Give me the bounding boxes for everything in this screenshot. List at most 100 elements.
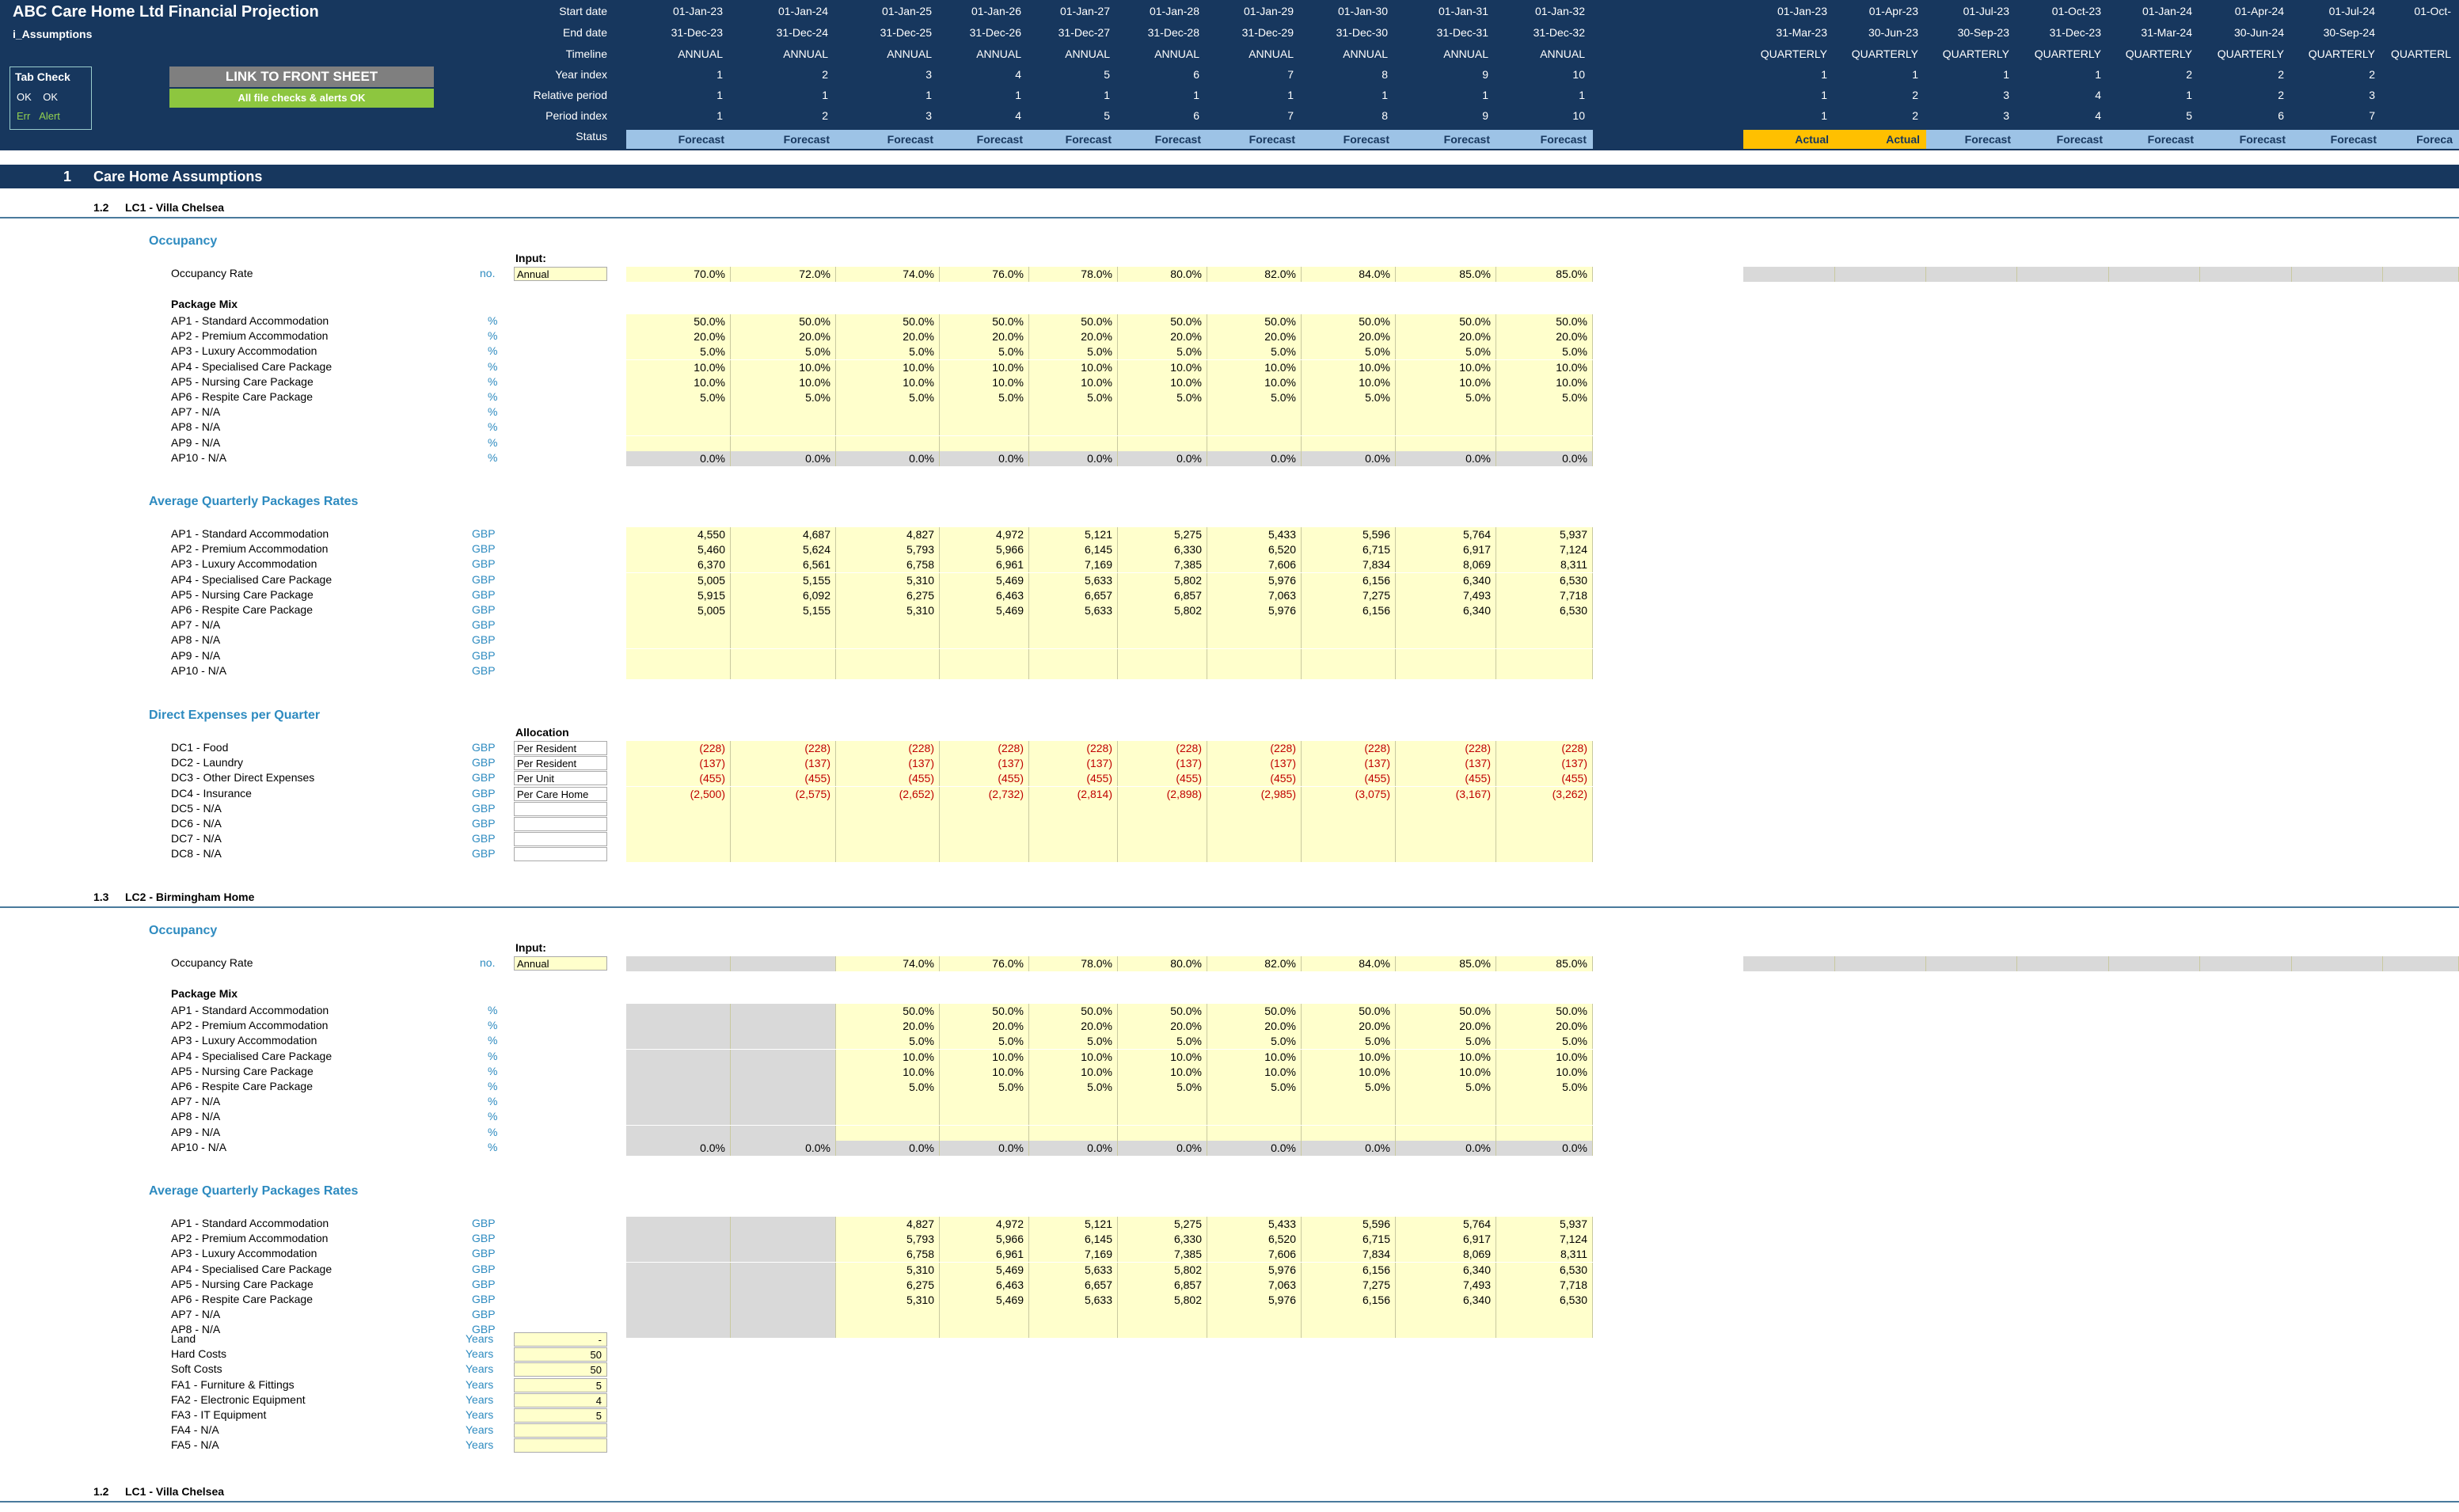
rate-lc2-0-cell-0[interactable] — [626, 1217, 731, 1232]
mix-lc1-7-cell-2[interactable] — [836, 420, 940, 436]
dc-lc1-2-cell-5[interactable]: (455) — [1118, 771, 1207, 787]
dc-lc1-5-cell-6[interactable] — [1207, 817, 1302, 832]
dc-lc1-7-cell-2[interactable] — [836, 847, 940, 863]
dc-lc1-6-cell-0[interactable] — [626, 832, 731, 848]
rate-lc1-6-cell-7[interactable] — [1302, 618, 1396, 634]
rate-lc2-7-cell-0[interactable] — [626, 1323, 731, 1339]
mix-lc1-2-cell-8[interactable]: 5.0% — [1396, 344, 1496, 360]
dc-lc1-0-cell-7[interactable]: (228) — [1302, 741, 1396, 756]
dc-lc1-5-cell-8[interactable] — [1396, 817, 1496, 832]
occupancy-rate-lc2-q-3[interactable] — [2017, 956, 2109, 971]
mix-lc2-5-cell-7[interactable]: 5.0% — [1302, 1080, 1396, 1095]
mix-lc2-4-cell-4[interactable]: 10.0% — [1029, 1064, 1118, 1080]
dc-lc1-0-cell-8[interactable]: (228) — [1396, 741, 1496, 756]
mix-lc2-1-cell-4[interactable]: 20.0% — [1029, 1019, 1118, 1035]
mix-lc1-5-cell-9[interactable]: 5.0% — [1496, 390, 1593, 405]
rate-lc2-4-cell-4[interactable]: 6,657 — [1029, 1277, 1118, 1293]
rate-lc2-4-cell-5[interactable]: 6,857 — [1118, 1277, 1207, 1293]
mix-lc2-7-cell-0[interactable] — [626, 1110, 731, 1126]
rate-lc1-5-cell-5[interactable]: 5,802 — [1118, 603, 1207, 618]
rate-lc1-9-cell-5[interactable] — [1118, 663, 1207, 679]
mix-lc2-5-cell-6[interactable]: 5.0% — [1207, 1080, 1302, 1095]
rate-lc2-2-cell-3[interactable]: 6,961 — [940, 1247, 1029, 1263]
dc-allocation-lc1-1[interactable]: Per Resident — [514, 756, 607, 771]
rate-lc2-3-cell-8[interactable]: 6,340 — [1396, 1262, 1496, 1278]
dc-lc1-4-cell-1[interactable] — [731, 801, 836, 817]
mix-lc2-7-cell-8[interactable] — [1396, 1110, 1496, 1126]
mix-lc2-1-cell-3[interactable]: 20.0% — [940, 1019, 1029, 1035]
rate-lc2-5-cell-9[interactable]: 6,530 — [1496, 1293, 1593, 1308]
mix-lc2-6-cell-1[interactable] — [731, 1095, 836, 1111]
rate-lc1-9-cell-8[interactable] — [1396, 663, 1496, 679]
rate-lc2-2-cell-1[interactable] — [731, 1247, 836, 1263]
mix-lc2-0-cell-4[interactable]: 50.0% — [1029, 1004, 1118, 1019]
rate-lc2-7-cell-6[interactable] — [1207, 1323, 1302, 1339]
dc-lc1-3-cell-0[interactable]: (2,500) — [626, 786, 731, 802]
rate-lc1-5-cell-8[interactable]: 6,340 — [1396, 603, 1496, 618]
mix-lc1-0-cell-8[interactable]: 50.0% — [1396, 314, 1496, 329]
rate-lc1-2-cell-4[interactable]: 7,169 — [1029, 557, 1118, 573]
dc-lc1-3-cell-8[interactable]: (3,167) — [1396, 786, 1496, 802]
mix-lc1-2-cell-1[interactable]: 5.0% — [731, 344, 836, 360]
mix-lc2-6-cell-8[interactable] — [1396, 1095, 1496, 1111]
mix-lc1-6-cell-6[interactable] — [1207, 405, 1302, 421]
mix-lc1-1-cell-9[interactable]: 20.0% — [1496, 329, 1593, 345]
mix-lc2-8-cell-7[interactable] — [1302, 1125, 1396, 1141]
mix-lc1-4-cell-1[interactable]: 10.0% — [731, 374, 836, 390]
rate-lc1-8-cell-6[interactable] — [1207, 648, 1302, 664]
rate-lc1-5-cell-6[interactable]: 5,976 — [1207, 603, 1302, 618]
mix-lc2-4-cell-5[interactable]: 10.0% — [1118, 1064, 1207, 1080]
dc-lc1-2-cell-7[interactable]: (455) — [1302, 771, 1396, 787]
rate-lc1-8-cell-4[interactable] — [1029, 648, 1118, 664]
rate-lc1-2-cell-7[interactable]: 7,834 — [1302, 557, 1396, 573]
mix-lc1-5-cell-0[interactable]: 5.0% — [626, 390, 731, 405]
mix-lc2-6-cell-7[interactable] — [1302, 1095, 1396, 1111]
dc-lc1-5-cell-7[interactable] — [1302, 817, 1396, 832]
occupancy-rate-lc1-q-1[interactable] — [1835, 267, 1926, 282]
mix-lc1-9-cell-0[interactable]: 0.0% — [626, 450, 731, 466]
rate-lc1-2-cell-9[interactable]: 8,311 — [1496, 557, 1593, 573]
dc-lc1-2-cell-6[interactable]: (455) — [1207, 771, 1302, 787]
mix-lc1-1-cell-8[interactable]: 20.0% — [1396, 329, 1496, 345]
mix-lc2-1-cell-7[interactable]: 20.0% — [1302, 1019, 1396, 1035]
rate-lc2-2-cell-9[interactable]: 8,311 — [1496, 1247, 1593, 1263]
mix-lc1-0-cell-3[interactable]: 50.0% — [940, 314, 1029, 329]
rate-lc2-6-cell-4[interactable] — [1029, 1308, 1118, 1324]
mix-lc2-0-cell-3[interactable]: 50.0% — [940, 1004, 1029, 1019]
rate-lc1-7-cell-9[interactable] — [1496, 633, 1593, 649]
rate-lc1-4-cell-9[interactable]: 7,718 — [1496, 587, 1593, 603]
dc-lc1-4-cell-5[interactable] — [1118, 801, 1207, 817]
dc-lc1-6-cell-7[interactable] — [1302, 832, 1396, 848]
mix-lc2-7-cell-3[interactable] — [940, 1110, 1029, 1126]
dc-lc1-6-cell-4[interactable] — [1029, 832, 1118, 848]
dc-allocation-lc1-2[interactable]: Per Unit — [514, 771, 607, 786]
mix-lc1-6-cell-3[interactable] — [940, 405, 1029, 421]
occupancy-rate-lc1-q-4[interactable] — [2109, 267, 2200, 282]
dc-lc1-4-cell-3[interactable] — [940, 801, 1029, 817]
dc-lc1-5-cell-1[interactable] — [731, 817, 836, 832]
occupancy-rate-lc2-cell-7[interactable]: 84.0% — [1302, 956, 1396, 971]
dc-lc1-5-cell-4[interactable] — [1029, 817, 1118, 832]
mix-lc1-3-cell-3[interactable]: 10.0% — [940, 359, 1029, 375]
mix-lc2-0-cell-5[interactable]: 50.0% — [1118, 1004, 1207, 1019]
rate-lc1-0-cell-0[interactable]: 4,550 — [626, 527, 731, 542]
mix-lc1-7-cell-0[interactable] — [626, 420, 731, 436]
mix-lc1-7-cell-1[interactable] — [731, 420, 836, 436]
dc-lc1-1-cell-3[interactable]: (137) — [940, 756, 1029, 772]
mix-lc1-3-cell-5[interactable]: 10.0% — [1118, 359, 1207, 375]
mix-lc1-5-cell-4[interactable]: 5.0% — [1029, 390, 1118, 405]
rate-lc2-2-cell-2[interactable]: 6,758 — [836, 1247, 940, 1263]
rate-lc1-1-cell-5[interactable]: 6,330 — [1118, 542, 1207, 558]
mix-lc1-5-cell-3[interactable]: 5.0% — [940, 390, 1029, 405]
rate-lc2-1-cell-9[interactable]: 7,124 — [1496, 1232, 1593, 1248]
mix-lc1-7-cell-7[interactable] — [1302, 420, 1396, 436]
mix-lc2-1-cell-2[interactable]: 20.0% — [836, 1019, 940, 1035]
occupancy-rate-lc2-q-4[interactable] — [2109, 956, 2200, 971]
rate-lc1-8-cell-0[interactable] — [626, 648, 731, 664]
mix-lc2-0-cell-0[interactable] — [626, 1004, 731, 1019]
dc-lc1-1-cell-4[interactable]: (137) — [1029, 756, 1118, 772]
mix-lc2-5-cell-2[interactable]: 5.0% — [836, 1080, 940, 1095]
rate-lc2-1-cell-0[interactable] — [626, 1232, 731, 1248]
mix-lc2-7-cell-7[interactable] — [1302, 1110, 1396, 1126]
occupancy-rate-lc2-q-2[interactable] — [1926, 956, 2017, 971]
